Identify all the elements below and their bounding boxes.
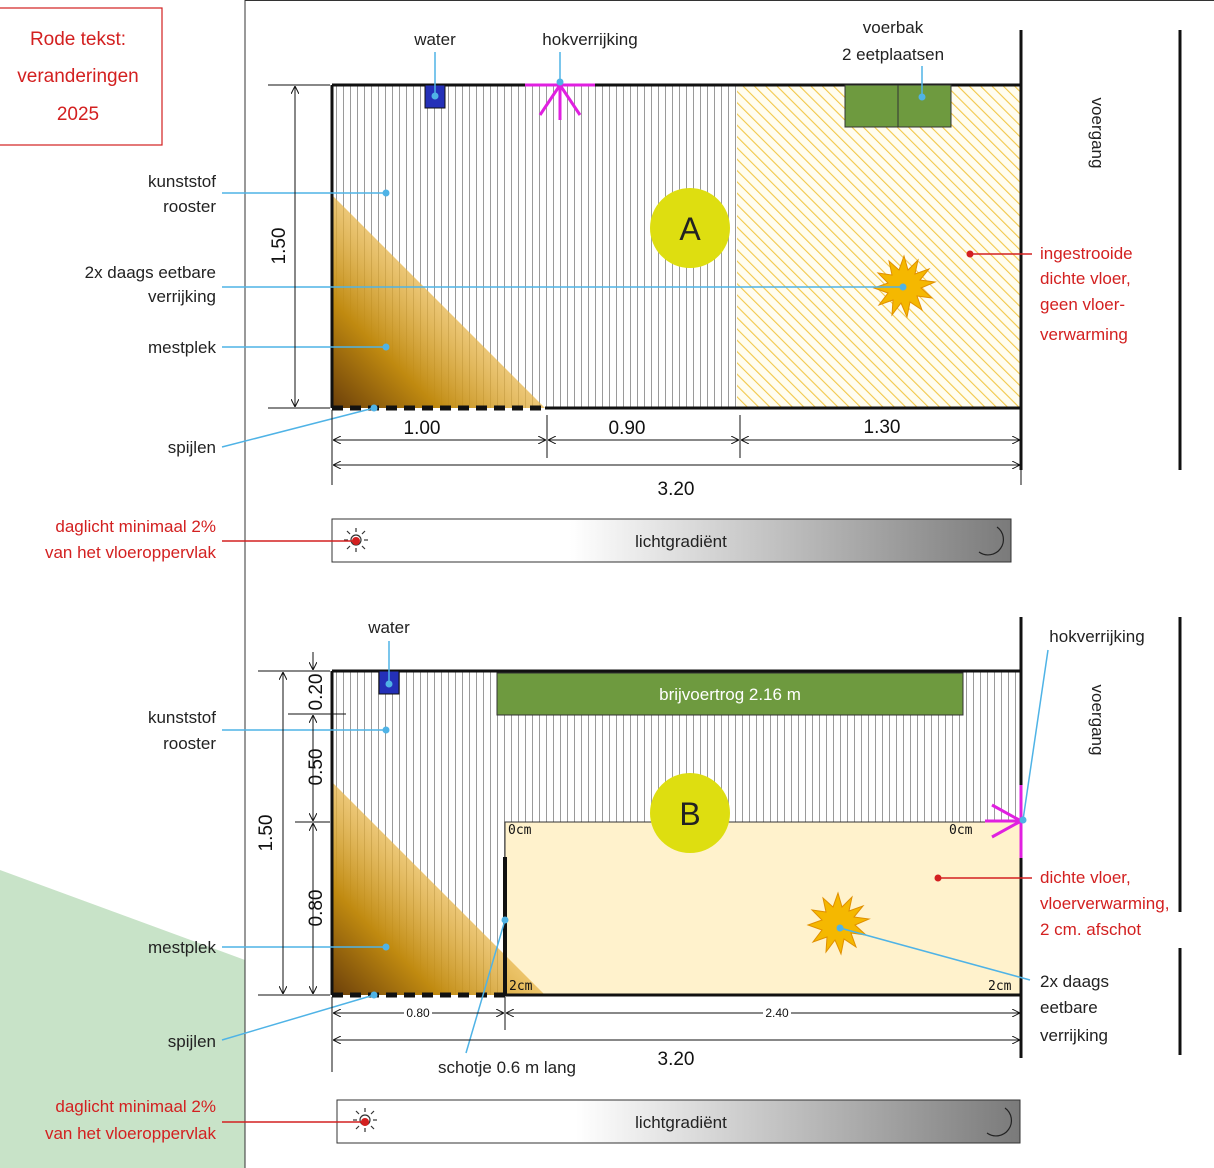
pen-b-slope-top-right: 0cm bbox=[949, 823, 973, 838]
pen-b-dung-label: mestplek bbox=[148, 938, 217, 957]
pen-a-feeder-place-1 bbox=[844, 84, 899, 128]
pen-a-dim-total: 3.20 bbox=[658, 479, 695, 500]
pen-a-straw-label-2: dichte vloer, bbox=[1040, 269, 1131, 288]
pen-a-letter: A bbox=[679, 211, 701, 247]
pen-b-water-label: water bbox=[367, 618, 410, 637]
pen-b-letter: B bbox=[679, 796, 700, 832]
pen-b-trough-label: brijvoertrog 2.16 m bbox=[659, 685, 801, 704]
pen-b-heated-floor bbox=[504, 821, 1022, 996]
pen-a-aisle-label: voergang bbox=[1088, 98, 1107, 169]
pen-b-slope-bottom-left: 2cm bbox=[509, 979, 533, 994]
pen-a-feeder-place-2 bbox=[897, 84, 952, 128]
pen-a-moon-icon bbox=[978, 526, 1004, 556]
pen-a-enrichment-label: hokverrijking bbox=[542, 30, 637, 49]
pen-b-enrichment-label: hokverrijking bbox=[1049, 627, 1144, 646]
pen-a-eatable-label-1: 2x daags eetbare bbox=[85, 263, 216, 282]
pen-b-eatable-label-2: eetbare bbox=[1040, 998, 1098, 1017]
pen-a-daylight-label-1: daglicht minimaal 2% bbox=[55, 517, 216, 536]
legend-line-1: Rode tekst: bbox=[30, 29, 126, 50]
pen-a-light-gradient-bar bbox=[331, 518, 1012, 563]
pen-a-dung-area bbox=[332, 195, 545, 408]
pen-b-dim-total: 3.20 bbox=[658, 1049, 695, 1070]
pen-a-dung-label: mestplek bbox=[148, 338, 217, 357]
pen-b-dung-area bbox=[332, 782, 545, 995]
pen-b-partition-label: schotje 0.6 m lang bbox=[438, 1058, 576, 1077]
pen-b-dim-240: 2.40 bbox=[765, 1006, 789, 1020]
pen-a-water-label: water bbox=[413, 30, 456, 49]
pen-b-dim-080-horizontal: 0.80 bbox=[406, 1006, 430, 1020]
pen-b-slope-top-left: 0cm bbox=[508, 823, 532, 838]
pen-a: water hokverrijking voerbak 2 eetplaatse… bbox=[45, 18, 1182, 563]
pen-b-floor-label-3: 2 cm. afschot bbox=[1040, 920, 1141, 939]
pen-b-dim-020: 0.20 bbox=[306, 674, 327, 711]
pen-b-floor-label-2: vloerverwarming, bbox=[1040, 894, 1169, 913]
pen-a-sun-icon bbox=[344, 528, 368, 552]
pen-a-bars-label: spijlen bbox=[168, 438, 216, 457]
pen-a-daylight-label-2: van het vloeroppervlak bbox=[45, 543, 217, 562]
pen-a-eatable-label-2: verrijking bbox=[148, 287, 216, 306]
pen-b-dim-050: 0.50 bbox=[306, 749, 327, 786]
pen-a-feeder-label-1: voerbak bbox=[863, 18, 924, 37]
pen-a-light-gradient-label: lichtgradiënt bbox=[635, 532, 727, 551]
pen-a-straw-label-3: geen vloer- bbox=[1040, 295, 1125, 314]
pen-a-letter-disc bbox=[650, 188, 730, 268]
pen-b-slope-bottom-right: 2cm bbox=[988, 979, 1012, 994]
pen-b-bars-label: spijlen bbox=[168, 1032, 216, 1051]
pen-b-daylight-label-1: daglicht minimaal 2% bbox=[55, 1097, 216, 1116]
pen-a-dim-depth: 1.50 bbox=[269, 228, 290, 265]
pen-b-letter-disc bbox=[650, 773, 730, 853]
pen-a-straw-label-4: verwarming bbox=[1040, 325, 1128, 344]
pen-b-dim-depth: 1.50 bbox=[256, 815, 277, 852]
pen-b-light-gradient-bar bbox=[336, 1099, 1021, 1144]
pen-a-feeder-label-2: 2 eetplaatsen bbox=[842, 45, 944, 64]
pen-a-grid-label-1: kunststof bbox=[148, 172, 216, 191]
pen-b-trough bbox=[496, 672, 964, 716]
pen-b-grid-label-1: kunststof bbox=[148, 708, 216, 727]
pen-b: brijvoertrog 2.16 m water hokverrijking … bbox=[45, 617, 1182, 1144]
pen-b-floor-label-1: dichte vloer, bbox=[1040, 868, 1131, 887]
pen-b-enrichment-sun bbox=[806, 891, 871, 956]
pen-b-moon-icon bbox=[986, 1107, 1012, 1137]
pen-b-light-gradient-label: lichtgradiënt bbox=[635, 1113, 727, 1132]
pen-b-grid-label-2: rooster bbox=[163, 734, 216, 753]
pen-a-straw-floor bbox=[737, 85, 1021, 408]
pen-b-eatable-label-3: verrijking bbox=[1040, 1026, 1108, 1045]
pen-b-daylight-label-2: van het vloeroppervlak bbox=[45, 1124, 217, 1143]
pen-b-eatable-label-1: 2x daags bbox=[1040, 972, 1109, 991]
pen-a-grid-label-2: rooster bbox=[163, 197, 216, 216]
pen-a-straw-label-1: ingestrooide bbox=[1040, 244, 1133, 263]
pen-a-dim-1: 1.00 bbox=[404, 418, 441, 439]
green-background bbox=[0, 870, 245, 1168]
pen-b-dim-080: 0.80 bbox=[306, 890, 327, 927]
pen-b-aisle-label: voergang bbox=[1088, 685, 1107, 756]
legend-line-3: 2025 bbox=[57, 104, 99, 125]
pen-a-dim-3: 1.30 bbox=[864, 417, 901, 438]
legend-line-2: veranderingen bbox=[17, 66, 138, 87]
legend-box: Rode tekst: veranderingen 2025 bbox=[0, 7, 163, 146]
pen-a-dim-2: 0.90 bbox=[609, 418, 646, 439]
